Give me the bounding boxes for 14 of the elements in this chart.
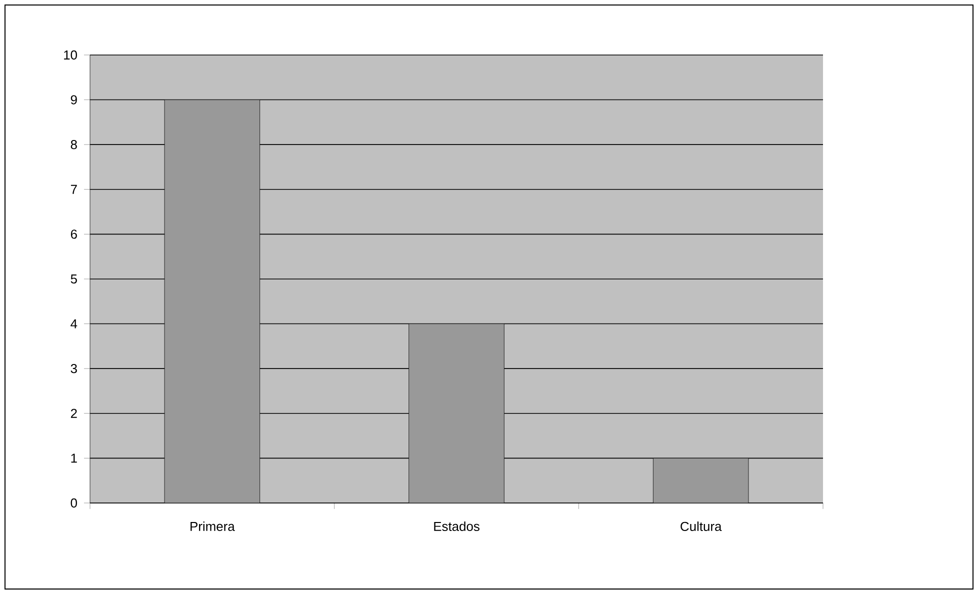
y-tick-label: 4 xyxy=(70,319,78,328)
y-tick-label: 3 xyxy=(70,364,77,374)
y-tick-label: 5 xyxy=(70,274,77,284)
y-tick-label: 10 xyxy=(64,50,77,60)
y-tick-label: 2 xyxy=(70,408,77,418)
y-tick-label: 1 xyxy=(71,454,77,463)
y-tick-label: 7 xyxy=(70,184,77,194)
x-tick-label: Cultura xyxy=(680,521,722,532)
y-tick-label: 8 xyxy=(70,140,77,150)
x-tick-label: Estados xyxy=(434,521,480,532)
y-tick-label: 9 xyxy=(70,95,77,104)
y-tick-label: 0 xyxy=(70,498,77,508)
x-tick-label: Primera xyxy=(190,521,235,532)
y-tick-label: 6 xyxy=(70,230,77,239)
